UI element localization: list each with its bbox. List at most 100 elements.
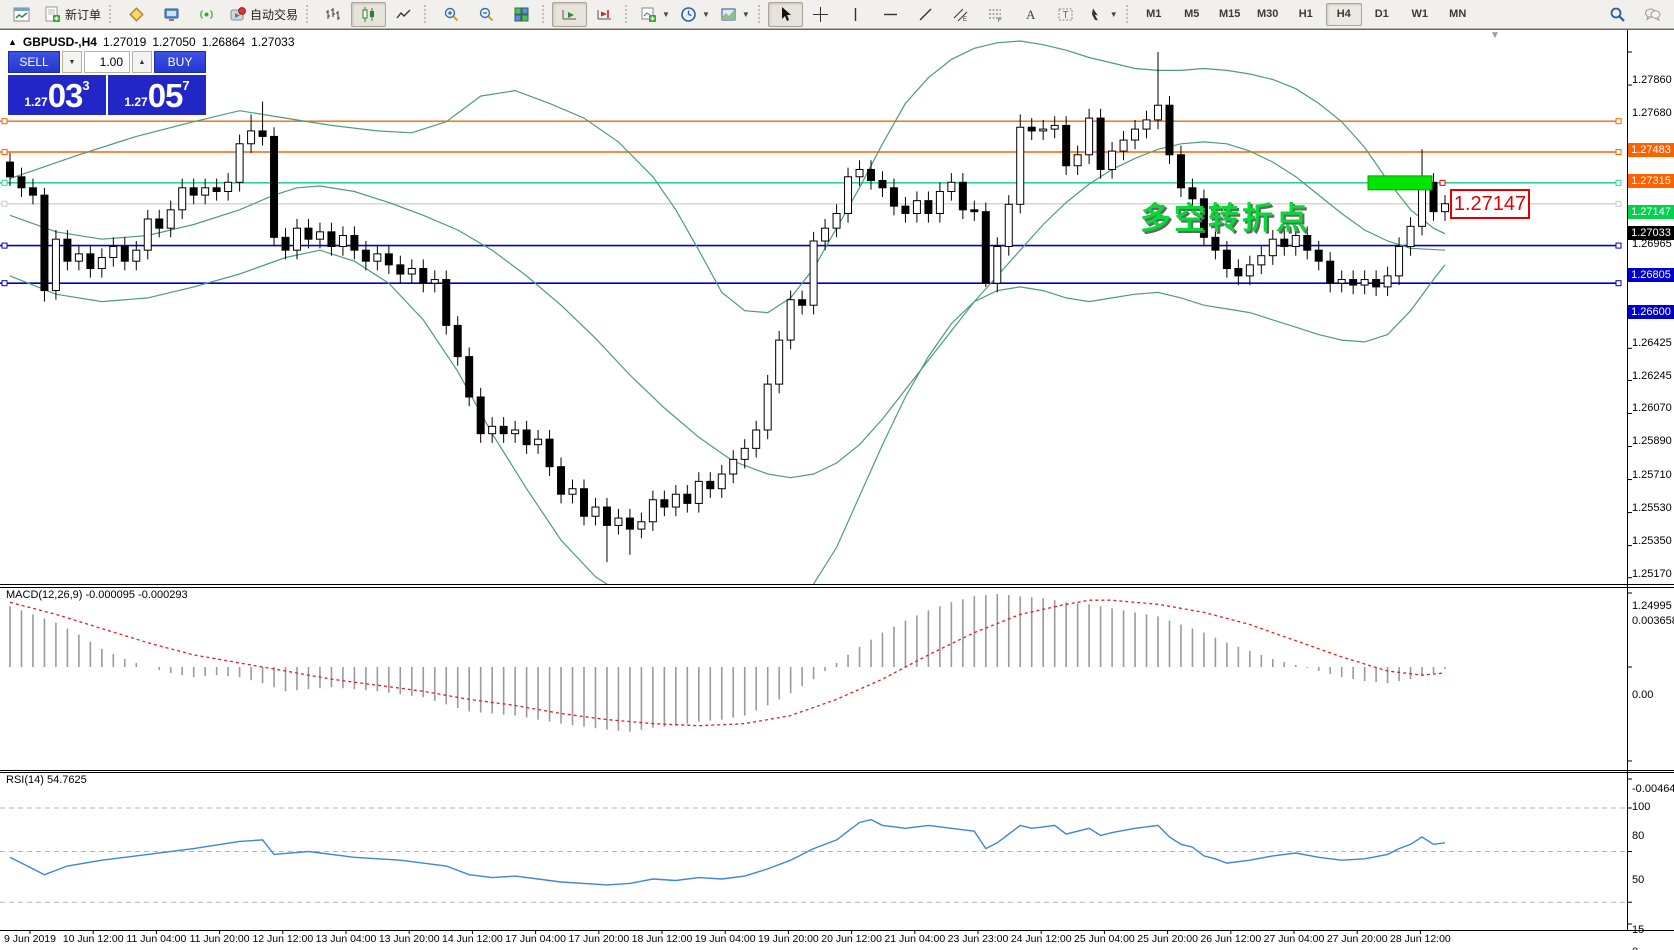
line-anchor[interactable] xyxy=(1615,149,1622,155)
candle-body xyxy=(6,161,14,178)
auto-scroll-button[interactable] xyxy=(552,1,588,27)
text-label-tool-button[interactable]: T xyxy=(1048,2,1083,27)
channel-tool-button[interactable]: E xyxy=(943,2,978,27)
candle-body xyxy=(465,356,474,398)
rsi-tick: 100 xyxy=(1632,801,1651,813)
line-anchor[interactable] xyxy=(1,179,8,186)
signals-button[interactable] xyxy=(189,2,224,27)
candle-body xyxy=(912,200,921,214)
candle-body xyxy=(1222,249,1231,270)
chat-button[interactable] xyxy=(1635,2,1670,27)
chart-canvas[interactable] xyxy=(0,29,1674,950)
volume-input[interactable]: 1.00 xyxy=(84,51,130,73)
candle-body xyxy=(1360,279,1369,286)
candle-body xyxy=(1372,279,1381,288)
new-order-button[interactable]: 新订单 xyxy=(39,2,106,27)
line-anchor[interactable] xyxy=(1615,280,1622,287)
line-anchor[interactable] xyxy=(1,200,8,207)
trendline-tool-button[interactable] xyxy=(908,2,943,27)
price-tick: 1.26245 xyxy=(1632,370,1672,383)
collapse-icon[interactable]: ▲ xyxy=(8,37,17,47)
timeframe-button-M5[interactable]: M5 xyxy=(1184,8,1200,20)
zoom-out-button[interactable] xyxy=(469,2,504,27)
timeframe-button-M30[interactable]: M30 xyxy=(1257,8,1279,20)
candle-body xyxy=(832,212,841,229)
candle-body xyxy=(1303,235,1312,251)
line-anchor[interactable] xyxy=(1615,118,1622,125)
search-button[interactable] xyxy=(1600,2,1635,27)
periods-button[interactable]: ▼ xyxy=(675,2,715,27)
candle-body xyxy=(1131,128,1140,141)
line-anchor[interactable] xyxy=(1615,242,1622,249)
candle-body xyxy=(270,135,279,238)
timeframe-button-W1[interactable]: W1 xyxy=(1411,8,1428,20)
volume-up-button[interactable]: ▲ xyxy=(132,51,152,73)
timeframe-button-H4[interactable]: H4 xyxy=(1325,2,1362,26)
line-anchor[interactable] xyxy=(1615,200,1622,207)
candle-body xyxy=(1085,117,1094,156)
line-anchor[interactable] xyxy=(1,280,8,287)
candle-body xyxy=(1395,246,1404,277)
timeframe-button-MN[interactable]: MN xyxy=(1449,8,1467,20)
quotes-button[interactable] xyxy=(119,2,154,27)
text-label-icon: T xyxy=(1058,8,1073,21)
candle-body xyxy=(522,429,531,446)
candle-body xyxy=(752,429,761,449)
sell-button[interactable]: SELL xyxy=(8,51,60,73)
flag-anchor[interactable] xyxy=(1439,179,1446,186)
autotrading-button[interactable]: 自动交易 xyxy=(224,2,303,27)
time-tick: 11 Jun 20:00 xyxy=(189,933,250,945)
price-tick: 1.25890 xyxy=(1632,435,1672,448)
line-anchor[interactable] xyxy=(1,149,8,155)
candle-body xyxy=(671,493,680,508)
arrows-tool-button[interactable]: ▼ xyxy=(1083,2,1123,27)
bar-chart-button[interactable] xyxy=(316,2,351,27)
fibonacci-tool-button[interactable]: F xyxy=(978,2,1013,27)
line-chart-button[interactable] xyxy=(386,2,421,27)
line-anchor[interactable] xyxy=(1,118,8,125)
line-anchor[interactable] xyxy=(1615,179,1622,186)
candle-body xyxy=(625,517,634,530)
candlestick-chart-button[interactable] xyxy=(351,1,387,27)
chart-window-icon[interactable] xyxy=(4,2,39,27)
candle-body xyxy=(878,179,887,189)
zoom-in-button[interactable] xyxy=(434,2,469,27)
candle-body xyxy=(1245,264,1254,277)
candle-body xyxy=(281,236,290,251)
tile-windows-button[interactable] xyxy=(504,2,539,27)
candle-body xyxy=(499,425,508,435)
candle-body xyxy=(648,499,657,523)
cursor-tool-button[interactable] xyxy=(767,1,803,27)
candle-body xyxy=(247,130,256,145)
candle-body xyxy=(63,238,72,262)
vertical-line-tool-button[interactable] xyxy=(838,2,873,27)
horizontal-line-tool-button[interactable] xyxy=(873,2,908,27)
time-tick: 19 Jun 20:00 xyxy=(758,933,819,945)
time-tick: 11 Jun 04:00 xyxy=(126,933,187,945)
candle-body xyxy=(407,268,416,275)
line-anchor[interactable] xyxy=(1,242,8,249)
price-tick: 1.26965 xyxy=(1632,238,1672,251)
chart-shift-marker[interactable]: ▼ xyxy=(1490,30,1500,41)
price-flag-label[interactable]: 1.27147 xyxy=(1450,189,1530,219)
text-tool-button[interactable]: A xyxy=(1013,2,1048,27)
sell-price-tile[interactable]: 1.27 03 3 xyxy=(8,75,106,115)
timeframe-button-M1[interactable]: M1 xyxy=(1146,8,1162,20)
market-watch-button[interactable] xyxy=(154,2,189,27)
turning-point-annotation[interactable]: 多空转折点 xyxy=(1140,201,1310,236)
pivot-highlight-rect[interactable] xyxy=(1367,175,1433,191)
volume-down-button[interactable]: ▼ xyxy=(62,51,82,73)
buy-price-tile[interactable]: 1.27 05 7 xyxy=(108,75,206,115)
trendline-icon xyxy=(919,8,932,20)
timeframe-button-H1[interactable]: H1 xyxy=(1298,8,1313,20)
candle-body xyxy=(511,429,520,435)
chart-shift-button[interactable] xyxy=(587,2,622,27)
timeframe-button-M15[interactable]: M15 xyxy=(1219,8,1241,20)
templates-button[interactable]: ▼ xyxy=(715,2,755,27)
crosshair-tool-button[interactable] xyxy=(803,2,838,27)
timeframe-button-D1[interactable]: D1 xyxy=(1374,8,1389,20)
candle-body xyxy=(476,396,485,435)
buy-button[interactable]: BUY xyxy=(154,51,206,73)
new-chart-button[interactable]: ▼ xyxy=(635,2,675,27)
